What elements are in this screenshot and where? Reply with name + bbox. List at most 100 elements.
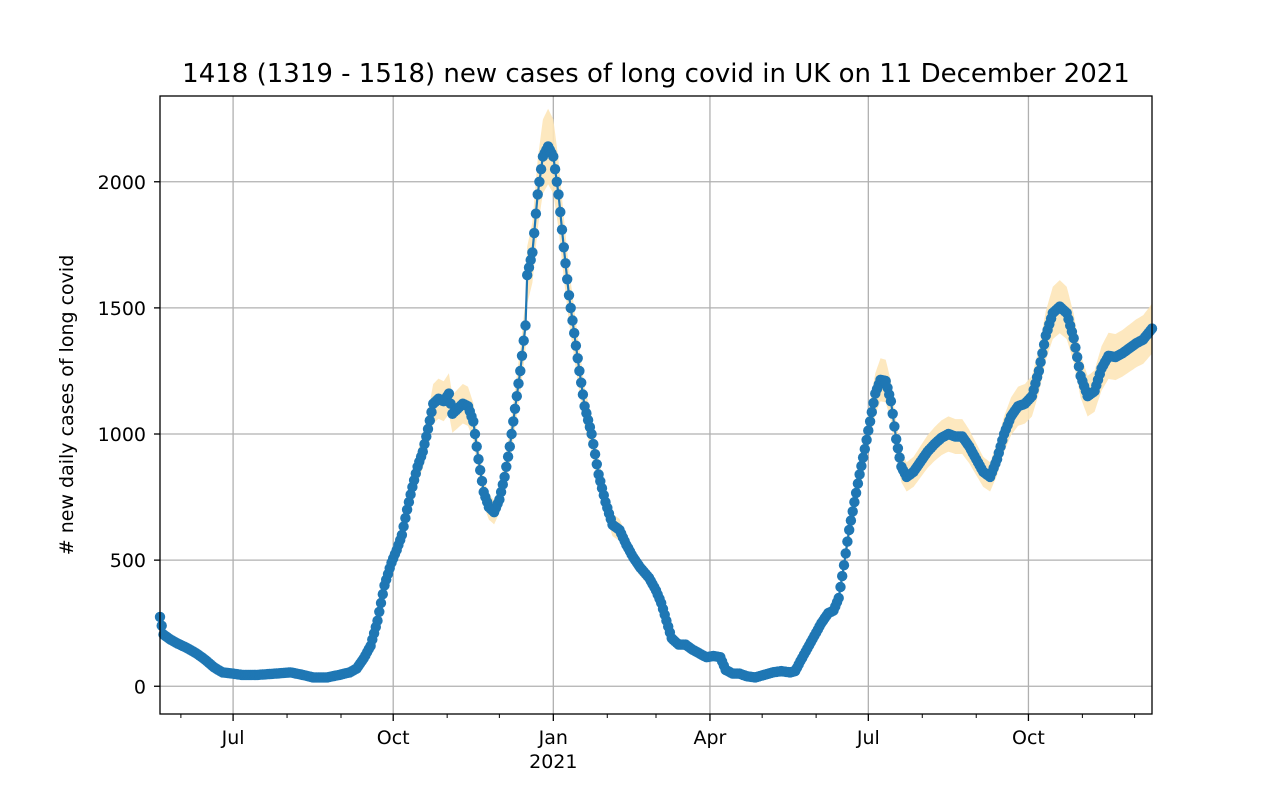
data-point	[513, 378, 524, 389]
data-point	[847, 506, 858, 517]
y-axis-label: # new daily cases of long covid	[56, 255, 78, 555]
x-tick-label: Oct	[377, 727, 410, 749]
data-point	[372, 615, 383, 626]
data-point	[1038, 339, 1050, 350]
data-point	[562, 274, 573, 285]
data-point	[861, 434, 872, 446]
data-point	[422, 423, 434, 435]
data-point	[838, 560, 850, 571]
data-point	[520, 320, 531, 331]
data-point	[396, 529, 408, 541]
x-tick-label: Jul	[221, 727, 245, 749]
data-point	[426, 406, 437, 418]
data-point	[894, 452, 905, 463]
data-point	[468, 416, 479, 427]
data-point	[476, 475, 488, 487]
data-point	[502, 451, 514, 462]
grid	[160, 96, 1152, 714]
chart-title: 1418 (1319 - 1518) new cases of long cov…	[182, 59, 1130, 89]
data-point	[863, 425, 874, 436]
data-point	[892, 443, 904, 454]
data-point	[532, 189, 543, 200]
data-point	[508, 416, 519, 427]
y-tick-label: 1000	[98, 424, 146, 446]
data-point	[400, 512, 411, 524]
data-points	[154, 141, 1158, 683]
data-point	[586, 428, 597, 440]
data-point	[558, 242, 569, 253]
data-point	[577, 389, 589, 400]
data-point	[850, 487, 862, 499]
data-point	[506, 428, 517, 440]
data-point	[527, 247, 538, 258]
data-point	[857, 452, 869, 463]
y-tick-label: 2000	[98, 172, 146, 194]
data-point	[469, 428, 481, 440]
data-point	[377, 589, 388, 600]
data-point	[549, 164, 561, 175]
data-point	[530, 208, 542, 219]
data-point	[501, 461, 512, 472]
data-point	[891, 433, 902, 445]
data-point	[854, 469, 865, 480]
data-point	[535, 164, 547, 175]
data-point	[156, 620, 167, 631]
data-point	[889, 421, 900, 432]
data-point	[866, 406, 877, 418]
data-point	[518, 335, 529, 346]
data-point	[553, 189, 564, 200]
data-point	[1033, 365, 1045, 377]
data-point	[570, 340, 582, 351]
data-point	[572, 353, 583, 364]
data-point	[398, 521, 409, 532]
data-point	[515, 365, 526, 377]
data-point	[833, 592, 844, 604]
data-point	[374, 606, 385, 617]
data-point	[1072, 351, 1083, 363]
data-point	[567, 315, 578, 326]
data-point	[548, 151, 559, 162]
data-point	[551, 176, 562, 187]
data-point	[589, 449, 601, 460]
data-point	[835, 581, 846, 593]
data-point	[424, 415, 435, 426]
data-point	[529, 227, 540, 239]
data-point	[844, 524, 855, 536]
data-point	[509, 403, 521, 414]
y-axis-ticks: 0 500 1000 1500 2000	[98, 172, 160, 698]
data-point	[849, 496, 860, 508]
data-point	[842, 536, 853, 547]
y-tick-label: 500	[110, 550, 146, 572]
data-point	[499, 471, 510, 483]
data-point	[475, 465, 486, 476]
data-point	[591, 459, 602, 470]
data-point	[555, 206, 566, 218]
x-tick-label: Jul	[856, 727, 880, 749]
y-tick-label: 0	[134, 676, 146, 698]
data-point	[516, 350, 528, 361]
data-point	[845, 515, 857, 526]
data-point	[837, 570, 848, 582]
y-tick-label: 1500	[98, 298, 146, 320]
data-point	[1068, 333, 1079, 344]
data-point	[560, 258, 571, 269]
x-axis-ticks: Jul Oct Jan Apr Jul Oct 2021	[180, 714, 1136, 773]
x-tick-label: Oct	[1012, 727, 1045, 749]
data-point	[473, 454, 484, 465]
data-point	[859, 443, 870, 455]
data-point	[565, 302, 576, 314]
data-point	[864, 416, 876, 427]
data-point	[556, 224, 568, 235]
data-point	[534, 176, 545, 187]
data-point	[443, 388, 455, 399]
data-point	[375, 597, 387, 609]
data-point	[885, 396, 897, 407]
data-point	[563, 290, 575, 301]
data-point	[1035, 356, 1046, 368]
data-point	[840, 548, 851, 559]
x-year-label: 2021	[529, 751, 577, 773]
data-point	[569, 327, 580, 339]
data-point	[574, 365, 585, 377]
x-tick-label: Apr	[694, 727, 727, 749]
